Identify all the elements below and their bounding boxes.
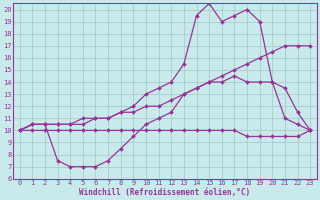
X-axis label: Windchill (Refroidissement éolien,°C): Windchill (Refroidissement éolien,°C) [79, 188, 251, 197]
